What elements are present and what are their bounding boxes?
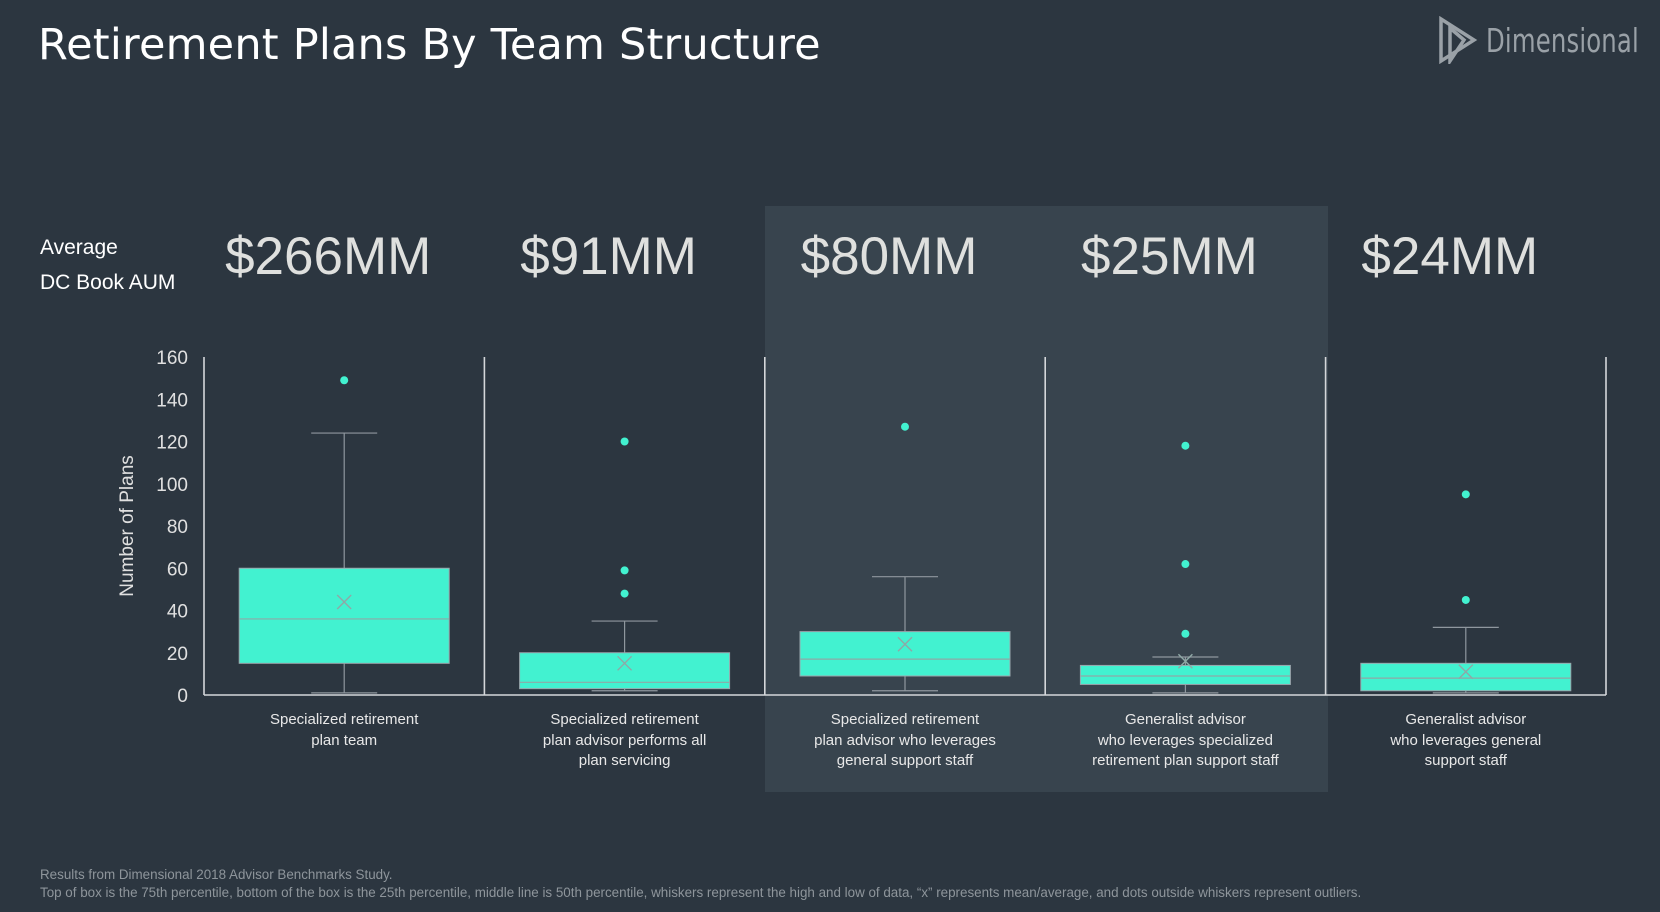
category-label-line: plan advisor performs all <box>542 731 707 749</box>
y-tick-label: 120 <box>156 433 188 454</box>
outlier-point <box>620 437 629 446</box>
aum-value-5: $24MM <box>1361 227 1539 286</box>
iqr-box <box>799 631 1011 677</box>
category-label-line: Generalist advisor <box>1124 711 1246 728</box>
category-label-4: Generalist advisor who leverages special… <box>1060 710 1310 772</box>
y-tick-label: 160 <box>156 348 188 369</box>
outlier-point <box>901 422 909 431</box>
category-label-line: Specialized retirement <box>830 711 980 728</box>
page-title: Retirement Plans By Team Structure <box>38 20 821 70</box>
outlier-point <box>1181 629 1190 638</box>
outlier-point <box>620 589 629 598</box>
y-tick-label: 20 <box>167 644 188 665</box>
iqr-box <box>519 652 731 690</box>
iqr-box <box>238 567 450 664</box>
footnote: Results from Dimensional 2018 Advisor Be… <box>40 866 1361 902</box>
footnote-line-1: Results from Dimensional 2018 Advisor Be… <box>40 867 393 882</box>
aum-value-3: $80MM <box>800 227 978 286</box>
aum-value-2: $91MM <box>520 227 697 286</box>
category-label-line: Specialized retirement <box>550 711 699 728</box>
logo-text: Dimensional <box>1486 20 1639 60</box>
category-label-1: Specialized retirement plan team <box>219 710 469 751</box>
category-label-line: plan team <box>311 731 378 749</box>
y-tick-label: 140 <box>156 390 188 411</box>
outlier-point <box>620 566 629 575</box>
aum-label-line-2: DC Book AUM <box>40 271 176 294</box>
y-tick-label: 60 <box>167 559 188 580</box>
logo: Dimensional <box>1438 16 1660 64</box>
mean-marker <box>1177 653 1193 669</box>
category-label-line: retirement plan support staff <box>1092 752 1279 769</box>
category-label-5: Generalist advisor who leverages general… <box>1341 710 1591 772</box>
category-label-line: who leverages general <box>1390 731 1542 749</box>
aum-label-line-1: Average <box>40 236 118 259</box>
aum-row-label: Average DC Book AUM <box>40 230 175 300</box>
iqr-box <box>1079 664 1291 685</box>
y-tick-label: 100 <box>156 475 188 496</box>
mean-marker <box>897 636 913 652</box>
category-label-line: who leverages specialized <box>1097 731 1273 749</box>
category-label-line: Generalist advisor <box>1405 711 1527 728</box>
category-label-line: plan advisor who leverages <box>814 731 996 749</box>
y-axis-title: Number of Plans <box>117 455 138 597</box>
mean-marker <box>617 655 633 671</box>
mean-marker <box>336 594 352 610</box>
category-label-line: Specialized retirement <box>269 711 419 728</box>
category-label-3: Specialized retirement plan advisor who … <box>780 710 1030 772</box>
dimensional-d-logo-icon <box>1439 16 1478 64</box>
y-tick-label: 80 <box>167 517 188 538</box>
aum-value-4: $25MM <box>1081 227 1258 286</box>
category-label-line: plan servicing <box>578 752 671 769</box>
mean-marker <box>1458 664 1474 680</box>
category-label-line: general support staff <box>836 752 974 769</box>
outlier-point <box>1461 490 1470 499</box>
outlier-point <box>340 376 349 385</box>
iqr-box <box>1360 662 1572 692</box>
footnote-line-2: Top of box is the 75th percentile, botto… <box>40 885 1362 900</box>
outlier-point <box>1181 441 1190 450</box>
outlier-point <box>1181 560 1190 569</box>
aum-value-1: $266MM <box>225 227 432 286</box>
y-tick-label: 40 <box>167 602 188 623</box>
category-label-2: Specialized retirement plan advisor perf… <box>500 710 750 772</box>
outlier-point <box>1461 595 1470 604</box>
y-tick-label: 0 <box>177 686 188 707</box>
category-label-line: support staff <box>1424 752 1507 769</box>
